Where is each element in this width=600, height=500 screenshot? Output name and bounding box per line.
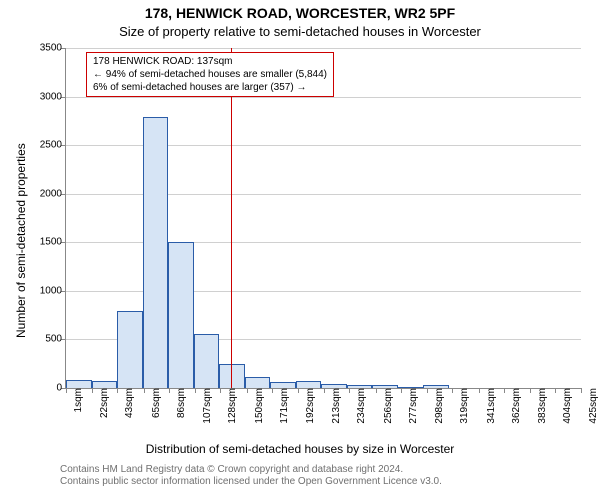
xtick-mark [555, 388, 556, 393]
histogram-bar [143, 117, 169, 388]
xtick-label: 86sqm [172, 388, 187, 418]
ytick-label: 1500 [40, 237, 66, 248]
xtick-mark [195, 388, 196, 393]
xtick-label: 425sqm [584, 388, 599, 424]
histogram-bar [270, 382, 296, 388]
xtick-mark [247, 388, 248, 393]
xtick-label: 43sqm [120, 388, 135, 418]
xtick-label: 150sqm [250, 388, 265, 424]
xtick-label: 298sqm [430, 388, 445, 424]
ytick-label: 1000 [40, 285, 66, 296]
xtick-mark [117, 388, 118, 393]
chart-title-main: 178, HENWICK ROAD, WORCESTER, WR2 5PF [0, 5, 600, 21]
xtick-mark [349, 388, 350, 393]
xtick-mark [92, 388, 93, 393]
xtick-label: 319sqm [455, 388, 470, 424]
xtick-mark [530, 388, 531, 393]
xtick-mark [324, 388, 325, 393]
info-line-2: ← 94% of semi-detached houses are smalle… [93, 68, 327, 81]
property-marker-line [231, 48, 232, 388]
histogram-bar [194, 334, 220, 388]
xtick-label: 65sqm [147, 388, 162, 418]
xtick-label: 22sqm [95, 388, 110, 418]
histogram-bar [372, 385, 398, 388]
histogram-bar [168, 242, 194, 388]
xtick-mark [479, 388, 480, 393]
histogram-bar [92, 381, 118, 388]
histogram-bar [245, 377, 271, 388]
ytick-label: 2000 [40, 188, 66, 199]
footer-line-1: Contains HM Land Registry data © Crown c… [60, 464, 442, 476]
xtick-label: 362sqm [507, 388, 522, 424]
xtick-label: 404sqm [558, 388, 573, 424]
histogram-bar [347, 385, 373, 388]
ytick-label: 3000 [40, 91, 66, 102]
xtick-mark [220, 388, 221, 393]
histogram-bar [66, 380, 92, 388]
histogram-bar [321, 384, 347, 388]
y-axis-label: Number of semi-detached properties [14, 143, 28, 338]
grid-line [66, 48, 581, 49]
chart-container: 178, HENWICK ROAD, WORCESTER, WR2 5PF Si… [0, 0, 600, 500]
xtick-mark [298, 388, 299, 393]
xtick-mark [401, 388, 402, 393]
plot-area: 05001000150020002500300035001sqm22sqm43s… [65, 48, 581, 389]
ytick-label: 0 [56, 383, 66, 394]
property-info-box: 178 HENWICK ROAD: 137sqm ← 94% of semi-d… [86, 52, 334, 97]
histogram-bar [398, 387, 424, 388]
histogram-bar [423, 385, 449, 388]
xtick-label: 1sqm [69, 388, 84, 412]
footer-line-2: Contains public sector information licen… [60, 476, 442, 488]
xtick-label: 341sqm [482, 388, 497, 424]
histogram-bar [117, 311, 143, 388]
xtick-mark [376, 388, 377, 393]
chart-title-sub: Size of property relative to semi-detach… [0, 24, 600, 39]
ytick-label: 500 [45, 334, 66, 345]
ytick-label: 3500 [40, 43, 66, 54]
xtick-label: 107sqm [198, 388, 213, 424]
histogram-bar [296, 381, 322, 388]
ytick-label: 2500 [40, 140, 66, 151]
xtick-label: 171sqm [275, 388, 290, 424]
xtick-label: 213sqm [327, 388, 342, 424]
xtick-label: 256sqm [379, 388, 394, 424]
xtick-mark [66, 388, 67, 393]
x-axis-label: Distribution of semi-detached houses by … [0, 442, 600, 456]
footer-attribution: Contains HM Land Registry data © Crown c… [60, 464, 442, 488]
xtick-mark [452, 388, 453, 393]
xtick-mark [581, 388, 582, 393]
xtick-mark [427, 388, 428, 393]
xtick-mark [272, 388, 273, 393]
info-line-3: 6% of semi-detached houses are larger (3… [93, 81, 327, 94]
xtick-mark [169, 388, 170, 393]
info-line-1: 178 HENWICK ROAD: 137sqm [93, 55, 327, 68]
xtick-label: 277sqm [404, 388, 419, 424]
xtick-label: 383sqm [533, 388, 548, 424]
xtick-mark [144, 388, 145, 393]
xtick-mark [504, 388, 505, 393]
xtick-label: 128sqm [223, 388, 238, 424]
xtick-label: 192sqm [301, 388, 316, 424]
xtick-label: 234sqm [352, 388, 367, 424]
